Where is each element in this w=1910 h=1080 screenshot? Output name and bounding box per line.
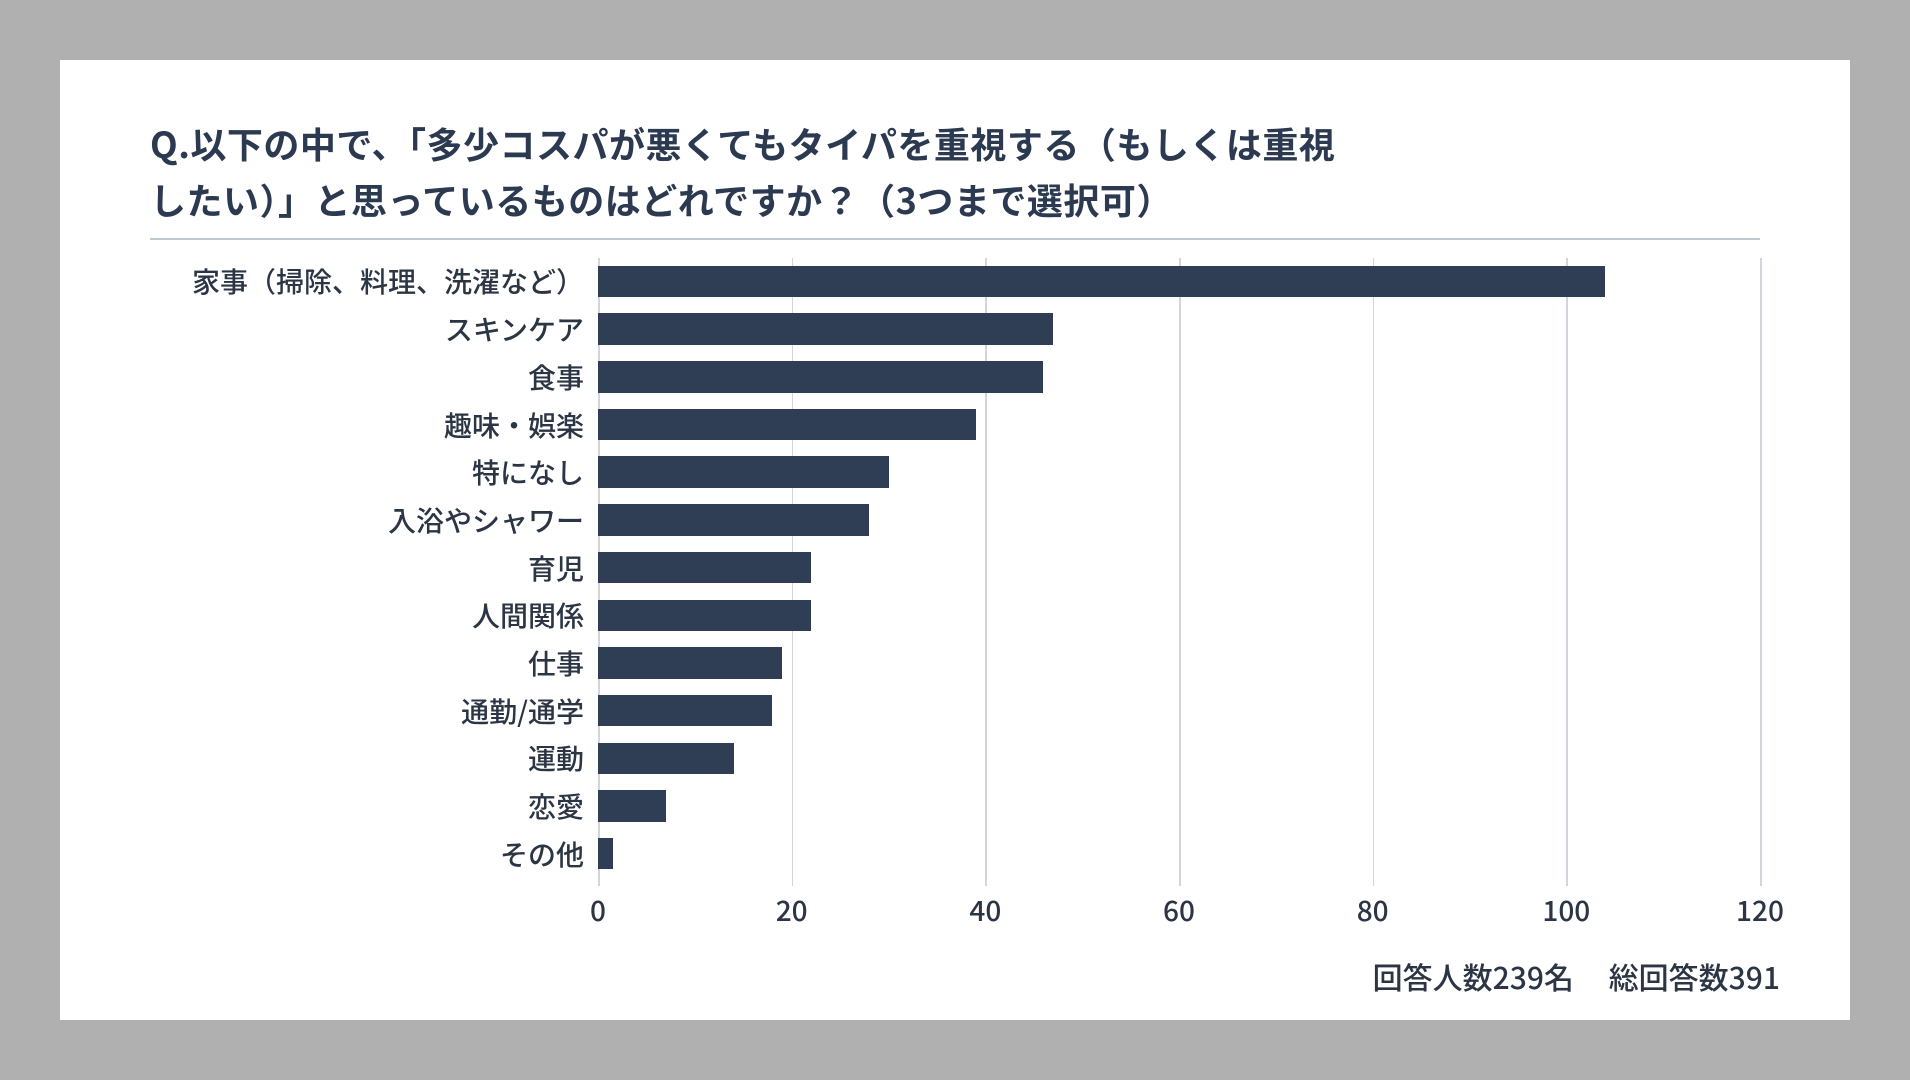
chart-row: 家事（掃除、料理、洗濯など） bbox=[150, 258, 1760, 306]
bar bbox=[598, 266, 1605, 297]
bar bbox=[598, 790, 666, 821]
x-tick-label: 100 bbox=[1542, 890, 1590, 930]
bar bbox=[598, 695, 772, 726]
bar bbox=[598, 647, 782, 678]
x-tick-label: 60 bbox=[1163, 890, 1195, 930]
bar-label: 人間関係 bbox=[150, 595, 598, 635]
bar bbox=[598, 504, 869, 535]
bar-label: 入浴やシャワー bbox=[150, 500, 598, 540]
bar-label: 育児 bbox=[150, 548, 598, 588]
bar-label: 趣味・娯楽 bbox=[150, 405, 598, 445]
bar bbox=[598, 600, 811, 631]
chart-row: 食事 bbox=[150, 353, 1760, 401]
bar-zone bbox=[598, 544, 1760, 592]
bar bbox=[598, 743, 734, 774]
bar-label: 運動 bbox=[150, 738, 598, 778]
x-tick-label: 40 bbox=[969, 890, 1001, 930]
footer-total-answers: 総回答数391 bbox=[1609, 954, 1780, 998]
x-tick-label: 0 bbox=[590, 890, 606, 930]
chart-row: 恋愛 bbox=[150, 782, 1760, 830]
bar bbox=[598, 552, 811, 583]
bar-zone bbox=[598, 258, 1760, 306]
chart-row: 入浴やシャワー bbox=[150, 496, 1760, 544]
chart-row: 育児 bbox=[150, 544, 1760, 592]
bar-label: 恋愛 bbox=[150, 786, 598, 826]
bar bbox=[598, 409, 976, 440]
bar-zone bbox=[598, 687, 1760, 735]
bar bbox=[598, 838, 613, 869]
bar-label: その他 bbox=[150, 834, 598, 874]
bar-label: スキンケア bbox=[150, 309, 598, 349]
chart-row: 仕事 bbox=[150, 639, 1760, 687]
bar-label: 仕事 bbox=[150, 643, 598, 683]
chart-row: 人間関係 bbox=[150, 591, 1760, 639]
bar-zone bbox=[598, 830, 1760, 878]
bar-label: 通勤/通学 bbox=[150, 691, 598, 731]
bar-zone bbox=[598, 782, 1760, 830]
bar-rows: 家事（掃除、料理、洗濯など） スキンケア食事趣味・娯楽特になし入浴やシャワー育児人… bbox=[150, 258, 1760, 878]
chart-row: 趣味・娯楽 bbox=[150, 401, 1760, 449]
chart-row: その他 bbox=[150, 830, 1760, 878]
bar-zone bbox=[598, 305, 1760, 353]
chart-row: 特になし bbox=[150, 448, 1760, 496]
bar-label: 特になし bbox=[150, 452, 598, 492]
x-tick-label: 80 bbox=[1357, 890, 1389, 930]
bar-label: 食事 bbox=[150, 357, 598, 397]
footer-respondents: 回答人数239名 bbox=[1373, 954, 1574, 998]
chart-title: Q.以下の中で、「多少コスパが悪くてもタイパを重視する（もしくは重視 したい）」… bbox=[150, 116, 1760, 240]
chart-area: 家事（掃除、料理、洗濯など） スキンケア食事趣味・娯楽特になし入浴やシャワー育児人… bbox=[150, 258, 1760, 938]
chart-row: 運動 bbox=[150, 734, 1760, 782]
chart-card: Q.以下の中で、「多少コスパが悪くてもタイパを重視する（もしくは重視 したい）」… bbox=[60, 60, 1850, 1020]
bar bbox=[598, 313, 1053, 344]
x-tick-label: 120 bbox=[1736, 890, 1784, 930]
x-axis: 020406080100120 bbox=[598, 878, 1760, 928]
chart-row: スキンケア bbox=[150, 305, 1760, 353]
bar-zone bbox=[598, 448, 1760, 496]
x-tick-label: 20 bbox=[776, 890, 808, 930]
gridline bbox=[1760, 258, 1762, 886]
bar-zone bbox=[598, 734, 1760, 782]
bar-zone bbox=[598, 639, 1760, 687]
bar-label: 家事（掃除、料理、洗濯など） bbox=[150, 261, 598, 301]
bar-zone bbox=[598, 401, 1760, 449]
chart-row: 通勤/通学 bbox=[150, 687, 1760, 735]
bar bbox=[598, 456, 889, 487]
bar-zone bbox=[598, 496, 1760, 544]
title-line-1: Q.以下の中で、「多少コスパが悪くてもタイパを重視する（もしくは重視 bbox=[150, 116, 1760, 172]
bar-zone bbox=[598, 353, 1760, 401]
title-line-2: したい）」と思っているものはどれですか？（3つまで選択可） bbox=[150, 172, 1760, 228]
chart-footer: 回答人数239名 総回答数391 bbox=[1345, 954, 1780, 998]
bar-zone bbox=[598, 591, 1760, 639]
bar bbox=[598, 361, 1043, 392]
